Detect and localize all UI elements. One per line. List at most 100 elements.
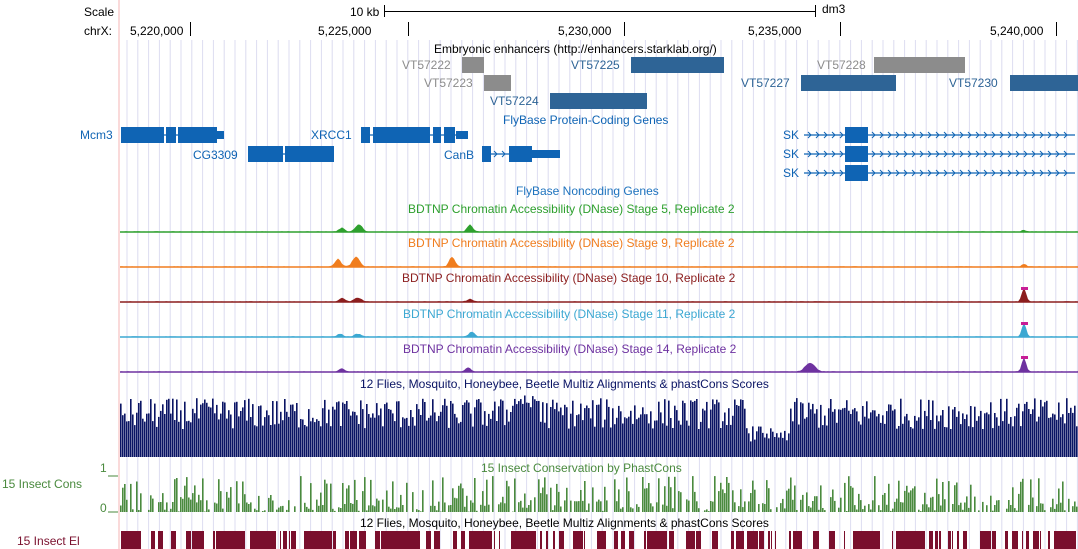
multiz-bar [644,414,646,457]
gene-xrcc1 [361,127,468,143]
phastcons-bar [474,478,476,512]
strand-arrow [943,131,948,139]
conserved-element [411,531,414,549]
multiz-bar [726,425,728,457]
multiz-bar [188,420,190,457]
phastcons-bar [714,476,716,512]
multiz-bar [346,401,348,457]
phastcons-bar [450,505,452,512]
phastcons-bar [664,486,666,512]
enhancer-feature[interactable] [1010,75,1078,91]
multiz-bar [708,428,710,457]
conserved-element [793,531,796,549]
gene-label-sk[interactable]: SK [783,128,800,142]
phastcons-bar [258,495,260,512]
multiz-bar [818,427,820,457]
multiz-bar [386,402,388,457]
multiz-bar [172,398,174,457]
strand-arrow [911,150,916,158]
multiz-bar [676,410,678,457]
gene-label-sk[interactable]: SK [783,147,800,161]
multiz-bar [446,405,448,457]
phastcons-bar [522,507,524,512]
phastcons-bar [230,487,232,512]
conserved-element [1005,531,1008,549]
phastcons-bar [388,506,390,512]
multiz-bar [536,401,538,457]
phastcons-bar [598,499,600,512]
phastcons-bar [1022,478,1024,512]
strand-arrow [999,169,1004,177]
conserved-element [377,531,380,549]
enhancer-feature[interactable] [550,93,647,109]
enhancer-feature[interactable] [801,75,896,91]
multiz-bar [410,410,412,457]
enhancer-feature[interactable] [484,75,511,91]
phastcons-bar [352,503,354,512]
multiz-bar [740,399,742,457]
phastcons-bar [636,504,638,512]
multiz-bar [1016,407,1018,457]
multiz-bar [662,423,664,457]
phastcons-bar [342,483,344,512]
multiz-bar [568,428,570,457]
enhancer-feature[interactable] [631,57,724,73]
conserved-element [216,531,245,549]
multiz-bar [850,414,852,457]
phastcons-bar [764,504,766,512]
enhancer-feature[interactable] [462,57,484,73]
multiz-bar [1052,413,1054,457]
multiz-bar [744,408,746,457]
multiz-bar [682,400,684,457]
conserved-element [1026,531,1029,549]
gene-exon [248,146,283,162]
multiz-bar [300,419,302,457]
multiz-bar [180,410,182,457]
strand-arrow [919,150,924,158]
enhancer-feature[interactable] [874,57,965,73]
multiz-bar [828,408,830,457]
phastcons-bar [738,506,740,512]
multiz-bar [1014,416,1016,457]
phastcons-bar [330,483,332,512]
elements-side-label[interactable]: 15 Insect El [17,534,80,548]
phastcons-bar [874,476,876,512]
phastcons-bar [786,490,788,512]
multiz-bar [474,407,476,457]
gene-exon [433,127,441,143]
gene-label-sk[interactable]: SK [783,166,800,180]
conserved-element [186,531,191,549]
phastcons-bar [732,490,734,512]
gene-exon [373,127,430,143]
phastcons-bar [604,486,606,512]
conserved-element [597,531,603,549]
phastcons-side-label[interactable]: 15 Insect Cons [2,477,83,491]
phastcons-bar [498,504,500,512]
multiz-bar [230,414,232,457]
phastcons-bar [390,508,392,512]
phastcons-bar [216,503,218,512]
phastcons-bar [1018,493,1020,512]
strand-arrow [967,169,972,177]
gene-label-cg3309[interactable]: CG3309 [193,148,238,162]
phastcons-bar [422,490,424,512]
multiz-bar [510,412,512,457]
multiz-bar [724,412,726,457]
multiz-bar [694,400,696,457]
gene-canb [482,146,560,162]
gene-label-mcm3[interactable]: Mcm3 [80,128,113,142]
strand-arrow [1047,131,1052,139]
multiz-bar [184,401,186,457]
multiz-bar [716,399,718,457]
multiz-bar [280,411,282,457]
gene-label-canb[interactable]: CanB [444,148,475,162]
gene-label-xrcc1[interactable]: XRCC1 [311,128,352,142]
phastcons-bar [220,491,222,512]
phastcons-bar [844,482,846,512]
multiz-bar [628,416,630,457]
multiz-bar [1002,421,1004,457]
phastcons-bar [1020,481,1022,512]
multiz-bar [146,413,148,457]
